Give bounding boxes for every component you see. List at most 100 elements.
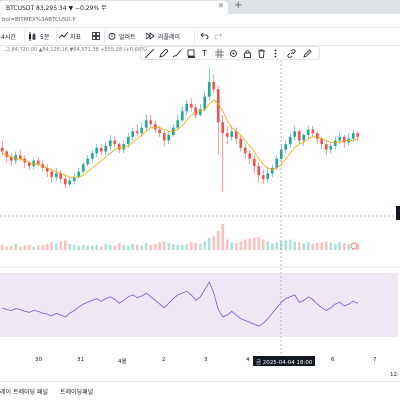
toolbar-divider bbox=[24, 31, 25, 42]
chart-toolbar: 4시간 5분 지표 얼러트 리플레이 bbox=[0, 28, 400, 46]
volume-bar bbox=[297, 242, 301, 250]
candle bbox=[248, 153, 252, 159]
volume-bar bbox=[176, 244, 180, 250]
grid-icon[interactable] bbox=[215, 49, 224, 60]
trendline-icon[interactable] bbox=[144, 48, 155, 60]
volume-bar bbox=[225, 239, 229, 250]
candle bbox=[9, 156, 13, 161]
volume-bar bbox=[234, 243, 238, 250]
replay-button[interactable]: 리플레이 bbox=[158, 34, 181, 41]
candle bbox=[185, 103, 189, 112]
link-icon[interactable] bbox=[287, 49, 296, 60]
volume-bar bbox=[347, 243, 351, 250]
candle bbox=[126, 136, 130, 145]
drawing-toolbar: T bbox=[140, 46, 320, 60]
price-chart[interactable] bbox=[0, 60, 400, 360]
volume-bar bbox=[144, 243, 148, 250]
candle bbox=[306, 129, 310, 135]
toolbar-divider bbox=[56, 31, 57, 42]
text-color-icon[interactable]: T bbox=[201, 49, 210, 60]
svg-text:T: T bbox=[201, 49, 207, 58]
brush-icon[interactable] bbox=[172, 49, 182, 60]
volume-bar bbox=[54, 243, 58, 250]
browser-tab[interactable]: BTCUSDT 83,295.34 ▼ −0.29% 무 ✕ bbox=[0, 1, 228, 14]
volume-bar bbox=[203, 241, 207, 250]
volume-bar bbox=[126, 245, 130, 250]
candle bbox=[234, 131, 238, 139]
settings-icon[interactable] bbox=[229, 49, 238, 60]
volume-bar bbox=[311, 243, 315, 250]
replay-icon[interactable] bbox=[145, 32, 155, 42]
volume-bar bbox=[306, 242, 310, 250]
volume-bar bbox=[239, 241, 243, 250]
trash-icon[interactable] bbox=[257, 49, 266, 60]
volume-bar bbox=[266, 241, 270, 250]
candle bbox=[122, 144, 126, 150]
trading-panel-tab[interactable]: 레이 트레이딩 패널 bbox=[0, 389, 48, 396]
candle bbox=[194, 107, 198, 115]
address-bar[interactable]: bol=BITMEX%3ABTCUSD.P bbox=[0, 14, 400, 28]
candle bbox=[207, 81, 211, 97]
volume-bar bbox=[63, 240, 67, 250]
volume-bar bbox=[68, 243, 72, 250]
alert-icon[interactable] bbox=[108, 32, 116, 42]
interval-button[interactable]: 4시간 bbox=[1, 34, 16, 41]
volume-bar bbox=[162, 241, 166, 250]
volume-bar bbox=[320, 242, 324, 250]
volume-bar bbox=[149, 244, 153, 250]
candle bbox=[203, 96, 207, 110]
volume-bar bbox=[302, 243, 306, 250]
candle bbox=[320, 138, 324, 145]
close-icon[interactable]: ✕ bbox=[218, 2, 224, 10]
candle bbox=[266, 173, 270, 179]
candle bbox=[18, 155, 22, 159]
volume-bar bbox=[9, 245, 13, 250]
undo-icon[interactable] bbox=[200, 32, 209, 42]
pencil-icon[interactable] bbox=[303, 49, 312, 60]
candle bbox=[180, 111, 184, 121]
time-label: 4 bbox=[246, 357, 250, 363]
candle bbox=[351, 133, 355, 139]
lock-icon[interactable] bbox=[243, 49, 252, 60]
trading-panel-tab[interactable]: 트레이딩패널 bbox=[60, 389, 94, 396]
candle bbox=[32, 160, 36, 167]
pen-icon[interactable] bbox=[159, 48, 169, 60]
candle bbox=[108, 140, 112, 146]
volume-bar bbox=[198, 243, 202, 250]
volume-bar bbox=[194, 243, 198, 250]
rsi-line bbox=[2, 281, 358, 327]
volume-bar bbox=[243, 239, 247, 250]
time-axis[interactable]: 30 31 4월 2 3 4 5 6 7 bbox=[0, 356, 400, 368]
more-icon[interactable] bbox=[271, 49, 280, 60]
time-label: 2 bbox=[162, 357, 166, 363]
indicators-button[interactable]: 지표 bbox=[70, 34, 82, 41]
candle bbox=[167, 135, 171, 141]
candle-icon[interactable] bbox=[28, 32, 36, 43]
candle-type-button[interactable]: 5분 bbox=[40, 34, 50, 41]
url-text[interactable]: bol=BITMEX%3ABTCUSD.P bbox=[2, 17, 76, 23]
volume-bar bbox=[248, 238, 252, 250]
volume-marker-icon[interactable] bbox=[350, 242, 358, 250]
volume-bar bbox=[122, 244, 126, 250]
candle bbox=[131, 131, 135, 137]
layout-icon[interactable] bbox=[92, 32, 100, 42]
volume-bar bbox=[333, 243, 337, 250]
volume-bar bbox=[207, 237, 211, 250]
price-axis-label: 12: bbox=[390, 372, 399, 378]
candle bbox=[216, 89, 220, 123]
volume-bar bbox=[356, 243, 360, 250]
alert-button[interactable]: 얼러트 bbox=[119, 34, 136, 41]
new-tab-icon[interactable]: + bbox=[234, 0, 243, 11]
candle bbox=[288, 136, 292, 145]
volume-bar bbox=[171, 243, 175, 250]
indicators-icon[interactable] bbox=[58, 31, 69, 42]
toolbar-divider bbox=[194, 31, 195, 42]
browser-tab-bar: BTCUSDT 83,295.34 ▼ −0.29% 무 ✕ + bbox=[0, 0, 400, 14]
volume-bar bbox=[180, 244, 184, 250]
volume-bar bbox=[59, 241, 63, 250]
volume-bar bbox=[315, 243, 319, 250]
volume-bar bbox=[131, 243, 135, 250]
redo-icon[interactable] bbox=[214, 32, 223, 42]
color-fill-icon[interactable] bbox=[187, 49, 196, 60]
candle bbox=[99, 147, 103, 152]
